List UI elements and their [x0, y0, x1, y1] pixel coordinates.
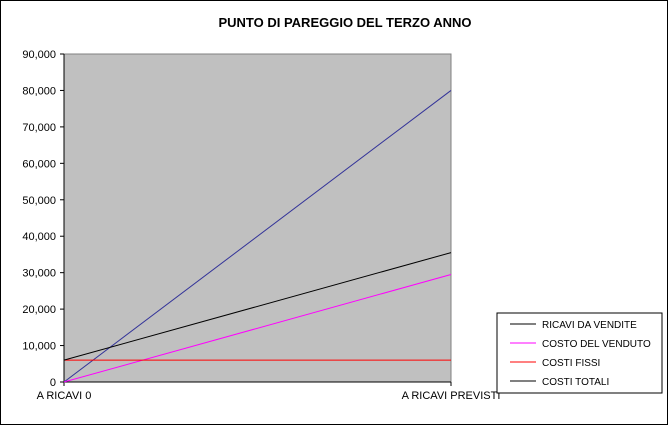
y-tick-label: 60,000 [22, 158, 56, 170]
y-tick-label: 0 [50, 377, 56, 389]
y-tick-label: 10,000 [22, 341, 56, 353]
chart-title: PUNTO DI PAREGGIO DEL TERZO ANNO [218, 15, 471, 30]
legend-label: COSTI TOTALI [542, 377, 609, 388]
legend-box [496, 312, 663, 394]
legend: RICAVI DA VENDITE COSTO DEL VENDUTO COSTI … [496, 312, 663, 394]
y-tick-label: 40,000 [22, 231, 56, 243]
x-tick-label: A RICAVI 0 [37, 390, 92, 402]
series-line-costo-del-venduto [63, 274, 452, 383]
series-line-costi-totali [63, 252, 452, 361]
series-line-ricavi-da-vendite [63, 90, 452, 383]
legend-label: RICAVI DA VENDITE [542, 320, 637, 331]
y-tick-label: 20,000 [22, 304, 56, 316]
y-tick-label: 90,000 [22, 49, 56, 61]
x-tick-label: A RICAVI PREVISTI [402, 390, 501, 402]
legend-label: COSTO DEL VENDUTO [542, 339, 651, 350]
y-tick-label: 70,000 [22, 122, 56, 134]
y-tick-label: 50,000 [22, 195, 56, 207]
y-tick-label: 30,000 [22, 268, 56, 280]
y-tick-label: 80,000 [22, 85, 56, 97]
plot-area [63, 53, 452, 383]
legend-label: COSTI FISSI [542, 358, 600, 369]
